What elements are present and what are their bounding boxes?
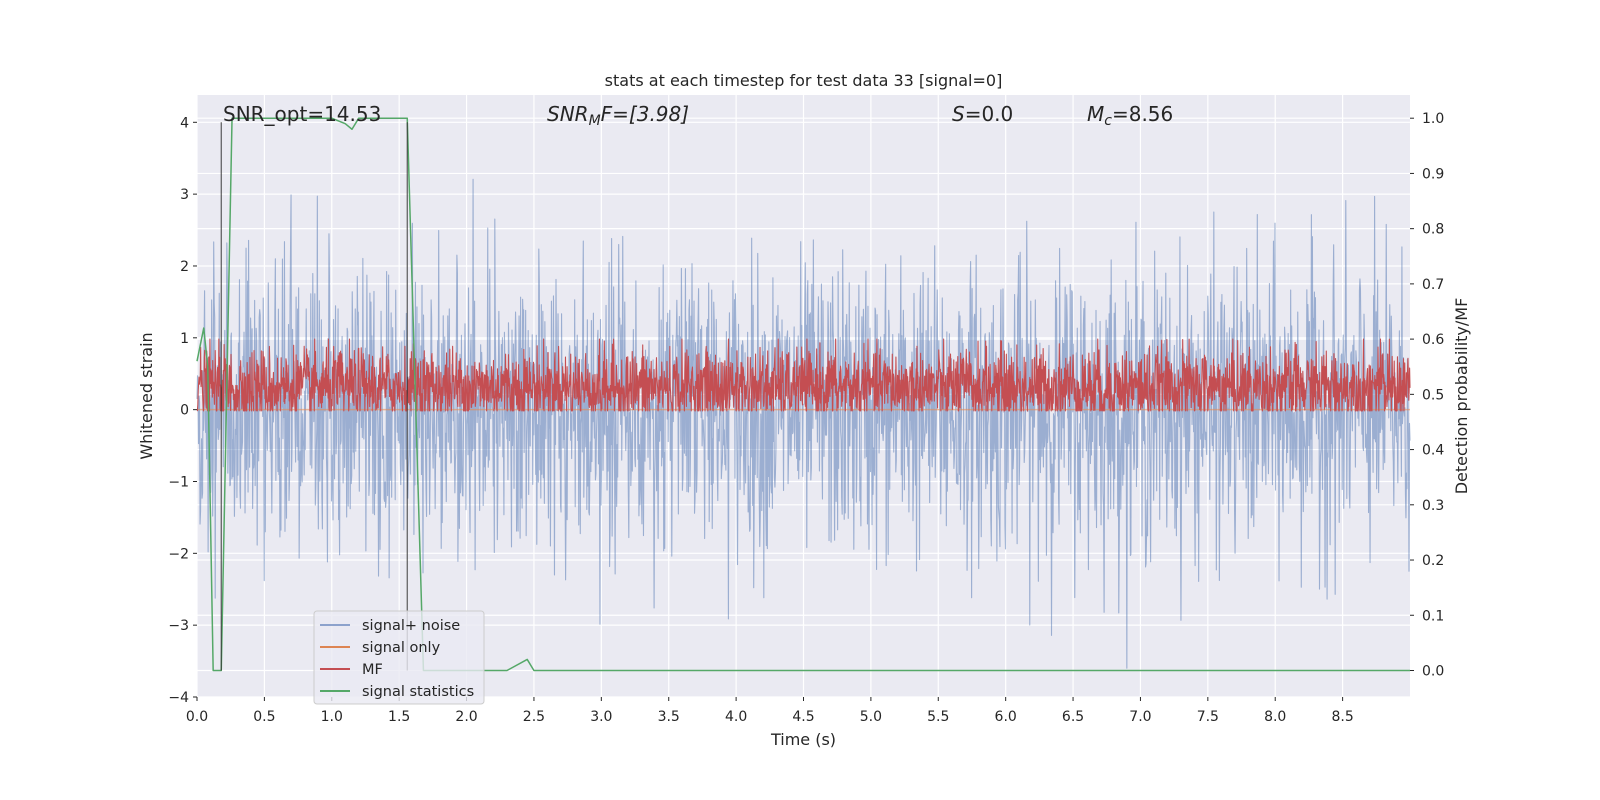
y-right-tick-label: 0.5 bbox=[1422, 387, 1444, 403]
x-tick-label: 4.0 bbox=[725, 709, 747, 725]
x-tick-label: 7.5 bbox=[1197, 709, 1219, 725]
chart-title: stats at each timestep for test data 33 … bbox=[605, 71, 1003, 90]
y-right-tick-label: 0.8 bbox=[1422, 222, 1444, 238]
y-tick-label: 3 bbox=[180, 187, 189, 203]
legend-box bbox=[313, 610, 485, 705]
y-right-tick-label: 0.3 bbox=[1422, 498, 1444, 514]
x-tick-labels: 0.0 0.5 1.0 1.5 2.0 2.5 3.0 3.5 4.0 4.5 5.0 5.5 6.0 6… bbox=[186, 697, 1354, 725]
x-tick-label: 8.0 bbox=[1264, 709, 1286, 725]
x-tick-label: 0.5 bbox=[253, 709, 275, 725]
x-tick-label: 4.5 bbox=[792, 709, 814, 725]
annotation-snr-opt: SNR_opt=14.53 bbox=[223, 102, 381, 126]
annotation-mc-value: Mc=8.56 bbox=[1087, 102, 1173, 129]
y-right-tick-label: 0.7 bbox=[1422, 277, 1444, 293]
legend: signal+ noise signal only MF signal stat… bbox=[313, 610, 485, 705]
x-axis-label: Time (s) bbox=[770, 730, 836, 749]
annotation-snr-mf-tail: F=[3.98] bbox=[601, 102, 689, 126]
y-right-tick-label: 0.9 bbox=[1422, 166, 1444, 182]
x-tick-label: 0.0 bbox=[186, 709, 208, 725]
grid-lines bbox=[196, 95, 1410, 698]
y-tick-label: −3 bbox=[168, 618, 189, 634]
y-tick-label: 1 bbox=[180, 331, 189, 347]
annotation-mc-main: M bbox=[1087, 102, 1104, 126]
legend-label-signal-statistics: signal statistics bbox=[362, 684, 474, 700]
legend-label-mf: MF bbox=[362, 662, 383, 678]
x-tick-label: 8.5 bbox=[1331, 709, 1353, 725]
y-right-tick-label: 1.0 bbox=[1422, 111, 1444, 127]
y-right-tick-label: 0.0 bbox=[1422, 663, 1444, 679]
x-tick-label: 3.5 bbox=[658, 709, 680, 725]
x-tick-label: 3.0 bbox=[590, 709, 612, 725]
y-right-tick-labels: 1.0 0.9 0.8 0.7 0.6 0.5 0.4 0.3 0.2 0.1 0.0 bbox=[1410, 111, 1444, 679]
annotation-s-tail: =0.0 bbox=[965, 102, 1014, 126]
y-right-tick-label: 0.6 bbox=[1422, 332, 1444, 348]
y-tick-label: 2 bbox=[180, 259, 189, 275]
series-signal-statistics bbox=[196, 117, 1410, 672]
y-right-tick-label: 0.1 bbox=[1422, 608, 1444, 624]
vertical-marker-lines bbox=[220, 122, 408, 671]
x-tick-label: 6.0 bbox=[995, 709, 1017, 725]
x-tick-label: 7.0 bbox=[1129, 709, 1151, 725]
legend-label-signal-noise: signal+ noise bbox=[362, 618, 460, 634]
y-tick-label: −1 bbox=[168, 474, 189, 490]
y-right-tick-label: 0.2 bbox=[1422, 553, 1444, 569]
y-tick-labels: 4 3 2 1 0 −1 −2 −3 −4 bbox=[168, 115, 197, 706]
x-tick-label: 5.5 bbox=[927, 709, 949, 725]
annotation-mc-tail: =8.56 bbox=[1112, 102, 1173, 126]
series-mf bbox=[196, 338, 1411, 412]
y-right-axis-label: Detection probability/MF bbox=[1452, 298, 1471, 495]
x-tick-label: 5.0 bbox=[860, 709, 882, 725]
annotation-s-value: S=0.0 bbox=[952, 102, 1013, 126]
y-tick-label: 4 bbox=[180, 115, 189, 131]
x-tick-label: 2.5 bbox=[523, 709, 545, 725]
annotation-s-main: S bbox=[952, 102, 965, 126]
x-tick-label: 1.0 bbox=[321, 709, 343, 725]
series-layer bbox=[196, 117, 1411, 672]
annotation-snr-mf: SNRMF=[3.98] bbox=[547, 102, 689, 129]
y-tick-label: 0 bbox=[180, 403, 189, 419]
annotation-snr-mf-main: SNR bbox=[547, 102, 589, 126]
annotation-mc-sub: c bbox=[1104, 113, 1112, 129]
x-tick-label: 6.5 bbox=[1062, 709, 1084, 725]
y-axis-label: Whitened strain bbox=[137, 332, 156, 459]
x-tick-label: 2.0 bbox=[455, 709, 477, 725]
y-right-tick-label: 0.4 bbox=[1422, 443, 1444, 459]
y-tick-label: −4 bbox=[168, 690, 189, 706]
legend-label-signal-only: signal only bbox=[362, 640, 441, 656]
annotation-snr-mf-sub: M bbox=[589, 113, 601, 129]
y-tick-label: −2 bbox=[168, 546, 189, 562]
series-signal-noise bbox=[196, 178, 1411, 669]
x-tick-label: 1.5 bbox=[388, 709, 410, 725]
